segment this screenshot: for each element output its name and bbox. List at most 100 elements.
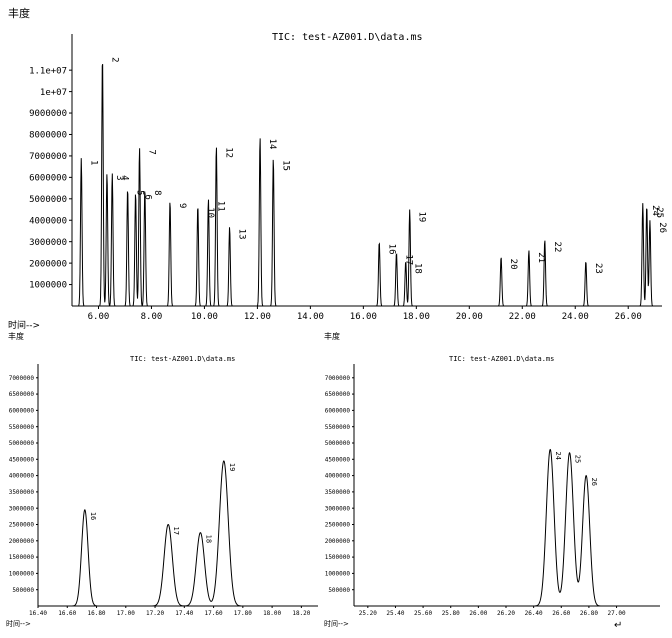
- peak-label: 10: [205, 207, 215, 218]
- x-tick-label: 26.20: [497, 610, 515, 617]
- y-tick-label: 500000: [328, 587, 350, 594]
- y-tick-label: 4000000: [325, 473, 351, 480]
- x-tick-label: 17.60: [205, 610, 223, 617]
- peak-label: 26: [590, 478, 598, 486]
- y-tick-label: 8000000: [29, 131, 67, 141]
- y-tick-label: 1500000: [9, 554, 35, 561]
- peak-label: 1: [88, 160, 98, 165]
- return-mark: ↵: [614, 620, 622, 631]
- y-tick-label: 9000000: [29, 109, 67, 119]
- bl-title: TIC: test-AZ001.D\data.ms: [130, 355, 235, 363]
- y-tick-label: 5000000: [29, 195, 67, 205]
- peak-label: 6: [143, 194, 153, 199]
- bottom-left-chart: 500000 1000000 1500000 2000000 2500000 300000…: [9, 364, 318, 617]
- top-ylabel: 丰度: [8, 6, 30, 20]
- y-tick-label: 4000000: [9, 473, 35, 480]
- y-tick-label: 2000000: [9, 538, 35, 545]
- peak-label: 18: [204, 535, 212, 543]
- peak-label: 9: [177, 203, 187, 208]
- peak-label: 14: [267, 139, 277, 150]
- x-tick-label: 24.00: [562, 312, 589, 322]
- y-tick-label: 3500000: [325, 489, 351, 496]
- y-tick-label: 5500000: [9, 424, 35, 431]
- peak-label: 25: [654, 207, 664, 218]
- peak-label: 7: [147, 149, 157, 154]
- x-tick-label: 14.00: [297, 312, 324, 322]
- y-tick-label: 7000000: [29, 152, 67, 162]
- x-tick-label: 26.60: [552, 610, 570, 617]
- peak-label: 24: [554, 452, 562, 460]
- peak-label: 5: [135, 190, 145, 195]
- peak-label: 4: [119, 175, 129, 180]
- peak-label: 3: [114, 175, 124, 180]
- peak-label: 19: [228, 463, 236, 471]
- y-tick-label: 1.1e+07: [29, 66, 67, 76]
- x-tick-label: 12.00: [244, 312, 271, 322]
- bottom-right-chart: 500000 1000000 1500000 2000000 2500000 300000…: [325, 364, 660, 617]
- x-tick-label: 16.80: [87, 610, 105, 617]
- y-tick-label: 2000000: [325, 538, 351, 545]
- x-tick-label: 16.60: [58, 610, 76, 617]
- y-tick-label: 4500000: [325, 456, 351, 463]
- x-tick-label: 18.00: [263, 610, 281, 617]
- y-tick-label: 5500000: [325, 424, 351, 431]
- x-tick-label: 16.00: [350, 312, 377, 322]
- y-tick-label: 2000000: [29, 259, 67, 269]
- x-tick-label: 22.00: [509, 312, 536, 322]
- peak-label: 18: [413, 263, 423, 274]
- peak-label: 20: [508, 259, 518, 270]
- x-tick-label: 17.20: [146, 610, 164, 617]
- br-xlabel: 时间-->: [324, 619, 349, 628]
- x-tick-label: 16.40: [29, 610, 47, 617]
- y-tick-label: 3000000: [9, 505, 35, 512]
- y-tick-label: 4500000: [9, 456, 35, 463]
- x-tick-label: 26.80: [580, 610, 598, 617]
- x-tick-label: 10.00: [191, 312, 218, 322]
- y-tick-label: 3000000: [29, 238, 67, 248]
- top-chart: 1000000 2000000 3000000 4000000 5000000 60000…: [29, 34, 667, 322]
- x-tick-label: 18.00: [403, 312, 430, 322]
- y-tick-label: 500000: [12, 587, 34, 594]
- x-tick-label: 25.80: [442, 610, 460, 617]
- y-tick-label: 3500000: [9, 489, 35, 496]
- y-tick-label: 1e+07: [40, 88, 67, 98]
- x-tick-label: 25.60: [414, 610, 432, 617]
- peak-label: 8: [152, 190, 162, 195]
- y-tick-label: 1000000: [9, 570, 35, 577]
- y-tick-label: 2500000: [325, 522, 351, 529]
- peak-label: 12: [223, 147, 233, 158]
- y-tick-label: 6500000: [325, 391, 351, 398]
- x-tick-label: 17.40: [175, 610, 193, 617]
- y-tick-label: 7000000: [9, 375, 35, 382]
- peak-label: 13: [237, 229, 247, 240]
- x-tick-label: 26.40: [525, 610, 543, 617]
- peak-label: 21: [536, 252, 546, 263]
- br-ylabel: 丰度: [324, 331, 340, 341]
- x-tick-label: 26.00: [469, 610, 487, 617]
- x-tick-label: 17.00: [117, 610, 135, 617]
- y-tick-label: 1500000: [325, 554, 351, 561]
- peak-label: 26: [657, 222, 667, 233]
- peak-label: 19: [417, 212, 427, 223]
- y-tick-label: 4000000: [29, 216, 67, 226]
- y-tick-label: 2500000: [9, 522, 35, 529]
- y-tick-label: 5000000: [9, 440, 35, 447]
- peak-label: 24: [650, 205, 660, 216]
- x-tick-label: 6.00: [88, 312, 110, 322]
- y-tick-label: 6000000: [29, 174, 67, 184]
- y-tick-label: 5000000: [325, 440, 351, 447]
- peak-label: 16: [386, 244, 396, 255]
- br-title: TIC: test-AZ001.D\data.ms: [449, 355, 554, 363]
- x-tick-label: 17.80: [234, 610, 252, 617]
- y-tick-label: 3000000: [325, 505, 351, 512]
- peak-label: 11: [215, 201, 225, 212]
- tic-trace: [38, 460, 316, 607]
- x-tick-label: 25.40: [386, 610, 404, 617]
- x-tick-label: 26.00: [615, 312, 642, 322]
- peak-label: 15: [280, 160, 290, 171]
- x-tick-label: 25.20: [359, 610, 377, 617]
- tic-trace: [354, 448, 658, 607]
- x-tick-label: 8.00: [141, 312, 163, 322]
- x-tick-label: 18.20: [292, 610, 310, 617]
